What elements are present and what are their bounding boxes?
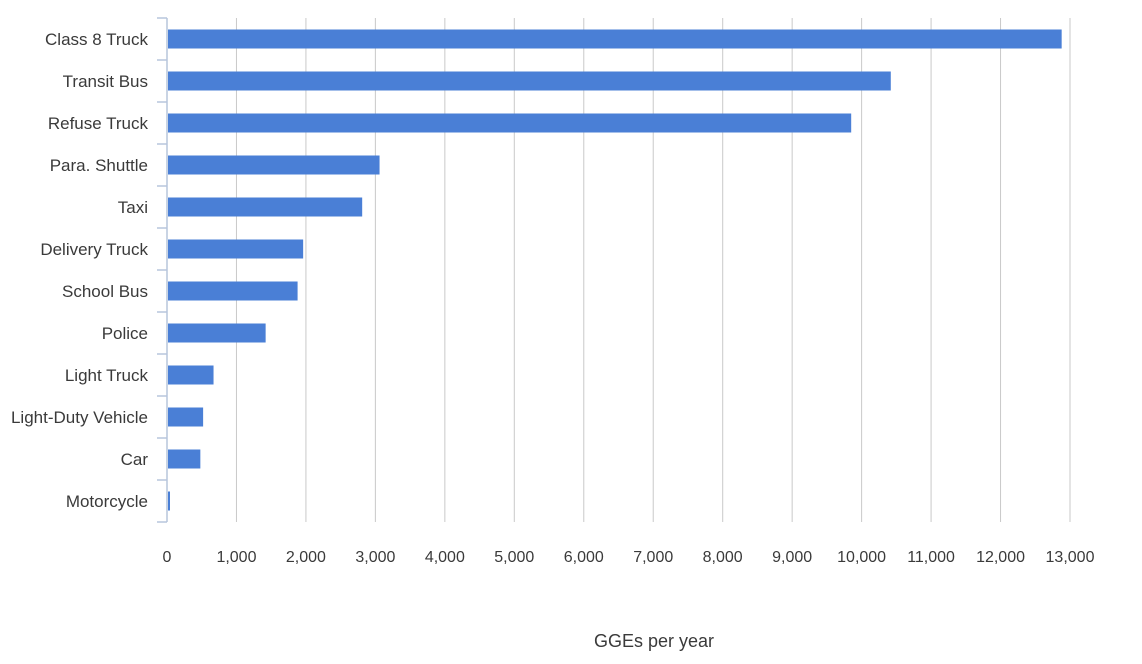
category-label-police: Police xyxy=(102,324,148,343)
category-label-delivery-truck: Delivery Truck xyxy=(40,240,148,259)
x-tick-label: 8,000 xyxy=(703,549,743,566)
bar-light-duty-vehicle xyxy=(168,407,204,427)
bar-taxi xyxy=(168,197,363,217)
bar-delivery-truck xyxy=(168,239,304,259)
category-label-light-duty-vehicle: Light-Duty Vehicle xyxy=(11,408,148,427)
x-tick-label: 6,000 xyxy=(564,549,604,566)
x-axis-title: GGEs per year xyxy=(594,631,714,651)
category-label-light-truck: Light Truck xyxy=(65,366,149,385)
bar-light-truck xyxy=(168,365,214,385)
bar-transit-bus xyxy=(168,71,891,91)
category-label-class-8-truck: Class 8 Truck xyxy=(45,30,148,49)
gridlines xyxy=(235,18,1071,522)
bar-para-shuttle xyxy=(168,155,380,175)
category-label-transit-bus: Transit Bus xyxy=(63,72,148,91)
bars xyxy=(168,29,1062,511)
x-tick-label: 11,000 xyxy=(907,549,955,566)
category-label-school-bus: School Bus xyxy=(62,282,148,301)
bar-police xyxy=(168,323,266,343)
x-tick-label: 3,000 xyxy=(355,549,395,566)
x-tick-label: 1,000 xyxy=(216,549,256,566)
category-label-motorcycle: Motorcycle xyxy=(66,492,148,511)
x-tick-label: 13,000 xyxy=(1046,549,1095,566)
x-tick-label: 4,000 xyxy=(425,549,465,566)
category-label-car: Car xyxy=(121,450,149,469)
bar-car xyxy=(168,449,201,469)
y-axis xyxy=(157,17,168,523)
bar-class-8-truck xyxy=(168,29,1062,49)
x-tick-label: 12,000 xyxy=(976,549,1025,566)
x-tick-label: 5,000 xyxy=(494,549,534,566)
category-label-taxi: Taxi xyxy=(118,198,148,217)
bar-school-bus xyxy=(168,281,298,301)
x-tick-labels: 0 1,000 2,000 3,000 4,000 5,000 6,000 7,000 8,00… xyxy=(163,549,1095,566)
category-label-refuse-truck: Refuse Truck xyxy=(48,114,149,133)
category-labels: Class 8 Truck Transit Bus Refuse Truck Para… xyxy=(11,30,149,511)
bar-refuse-truck xyxy=(168,113,852,133)
bar-motorcycle xyxy=(168,491,170,511)
x-tick-label: 10,000 xyxy=(837,549,886,566)
x-tick-label: 9,000 xyxy=(772,549,812,566)
x-tick-label: 7,000 xyxy=(633,549,673,566)
category-label-para-shuttle: Para. Shuttle xyxy=(50,156,148,175)
x-tick-label: 0 xyxy=(163,549,172,566)
x-tick-label: 2,000 xyxy=(286,549,326,566)
